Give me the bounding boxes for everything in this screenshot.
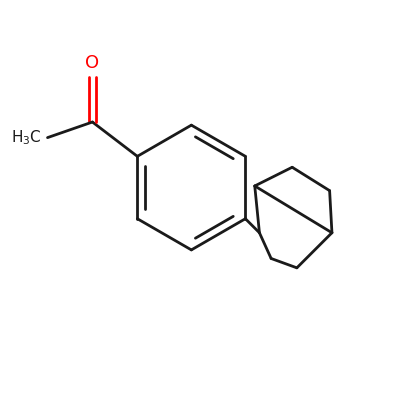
Text: $\mathregular{H_3C}$: $\mathregular{H_3C}$ [11,128,41,147]
Text: O: O [85,54,100,72]
